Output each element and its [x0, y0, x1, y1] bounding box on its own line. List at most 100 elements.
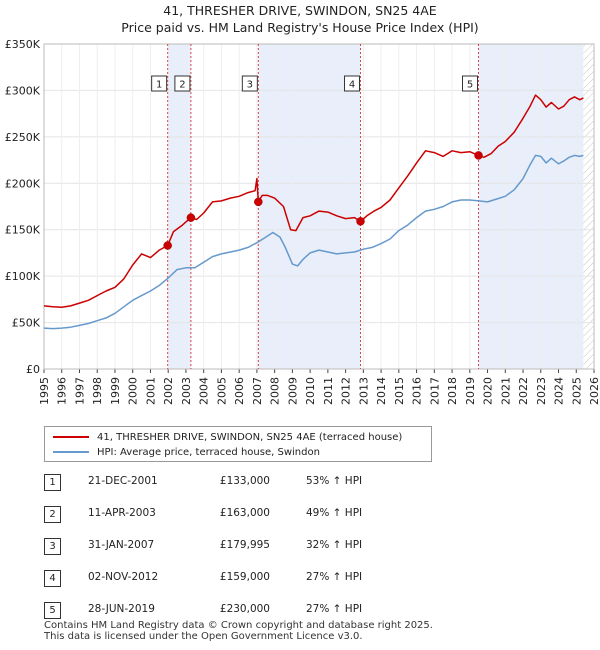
sale-label-number: 1 — [156, 80, 162, 91]
legend-item-hpi: HPI: Average price, terraced house, Swin… — [53, 444, 320, 460]
chart-legend: 41, THRESHER DRIVE, SWINDON, SN25 4AE (t… — [44, 426, 432, 462]
sale-label-number: 5 — [467, 80, 473, 91]
x-tick-label: 1999 — [109, 377, 122, 405]
sale-point — [254, 197, 263, 207]
attribution-line: Contains HM Land Registry data © Crown c… — [44, 620, 433, 631]
sale-date: 02-NOV-2012 — [88, 571, 159, 583]
price-chart: £0 £50K £100K £150K £200K £250K £300K £350K 1995… — [5, 38, 600, 405]
x-tick-label: 2016 — [411, 377, 424, 405]
plot-border — [43, 43, 595, 370]
sale-hpi-change: 27% ↑ HPI — [306, 571, 363, 583]
sale-label-box — [174, 75, 191, 92]
sale-date: 21-DEC-2001 — [88, 475, 158, 487]
sale-label-box — [462, 75, 478, 92]
y-tick-label: £50K — [12, 317, 41, 330]
ownership-period-shade — [258, 44, 361, 369]
sale-label-number: 4 — [349, 80, 355, 91]
property-price-line — [43, 94, 584, 309]
table-row: 3 31-JAN-2007 £179,995 32% ↑ HPI — [44, 538, 474, 556]
y-tick-label: £350K — [5, 38, 41, 51]
sale-number-badge: 4 — [44, 570, 61, 587]
sale-number-badge: 1 — [44, 474, 61, 491]
legend-swatch-property — [53, 436, 89, 438]
y-tick-label: £200K — [5, 177, 41, 190]
x-tick-label: 2013 — [357, 377, 370, 405]
table-row: 1 21-DEC-2001 £133,000 53% ↑ HPI — [44, 474, 474, 492]
x-tick-label: 2000 — [127, 377, 140, 405]
attribution-footer: Contains HM Land Registry data © Crown c… — [44, 620, 433, 642]
license-line: This data is licensed under the Open Gov… — [44, 631, 363, 642]
x-tick-label: 2008 — [269, 377, 282, 405]
table-row: 2 11-APR-2003 £163,000 49% ↑ HPI — [44, 506, 474, 524]
sale-hpi-change: 27% ↑ HPI — [306, 603, 363, 615]
y-tick-label: £100K — [5, 270, 41, 283]
sale-hpi-change: 49% ↑ HPI — [306, 507, 363, 519]
x-tick-label: 2004 — [198, 377, 211, 405]
legend-label-hpi: HPI: Average price, terraced house, Swin… — [97, 446, 320, 458]
future-hatch — [583, 44, 594, 369]
x-tick-label: 2002 — [162, 377, 175, 405]
x-tick-label: 2015 — [393, 377, 406, 405]
x-tick-label: 2010 — [304, 377, 317, 405]
sale-number-badge: 2 — [44, 506, 61, 523]
ownership-period-shade — [167, 44, 191, 369]
x-tick-label: 1995 — [38, 377, 51, 405]
x-tick-label: 2021 — [499, 377, 512, 405]
x-tick-label: 2001 — [144, 377, 157, 405]
sale-point — [474, 151, 483, 160]
sale-label-box — [151, 75, 168, 92]
table-row: 5 28-JUN-2019 £230,000 27% ↑ HPI — [44, 602, 474, 620]
y-tick-label: £0 — [26, 363, 40, 376]
hpi-line — [43, 154, 584, 330]
x-tick-label: 2018 — [446, 377, 459, 405]
x-tick-label: 1998 — [91, 377, 104, 405]
legend-label-property: 41, THRESHER DRIVE, SWINDON, SN25 4AE (t… — [97, 431, 403, 443]
title-line: 41, THRESHER DRIVE, SWINDON, SN25 4AE — [163, 3, 437, 18]
sale-price: £179,995 — [219, 539, 270, 551]
sale-point — [356, 217, 365, 226]
x-tick-label: 2017 — [428, 377, 441, 405]
x-tick-label: 2024 — [553, 377, 566, 405]
table-row: 4 02-NOV-2012 £159,000 27% ↑ HPI — [44, 570, 474, 588]
legend-swatch-hpi — [53, 451, 89, 453]
sale-point — [163, 241, 172, 250]
sale-label-box — [241, 75, 258, 92]
x-tick-label: 1996 — [56, 377, 69, 405]
sale-date: 31-JAN-2007 — [88, 539, 155, 551]
x-tick-label: 2012 — [340, 377, 353, 405]
ownership-period-shade — [478, 44, 584, 369]
sale-price: £163,000 — [219, 507, 270, 519]
x-tick-label: 2006 — [233, 377, 246, 405]
x-tick-label: 2014 — [375, 377, 388, 405]
sale-hpi-change: 53% ↑ HPI — [306, 475, 363, 487]
x-tick-label: 2026 — [588, 377, 600, 405]
y-tick-label: £300K — [5, 84, 41, 97]
x-tick-label: 2007 — [251, 377, 264, 405]
sale-label-number: 2 — [179, 80, 185, 91]
sale-label-number: 3 — [247, 80, 253, 91]
sale-price: £159,000 — [219, 571, 270, 583]
y-tick-label: £150K — [5, 224, 41, 237]
x-tick-label: 2019 — [464, 377, 477, 405]
sale-price: £133,000 — [219, 475, 270, 487]
sale-date: 28-JUN-2019 — [88, 603, 155, 615]
x-tick-label: 2009 — [286, 377, 299, 405]
x-tick-label: 2011 — [322, 377, 335, 405]
sale-number-badge: 3 — [44, 538, 61, 555]
x-tick-label: 2025 — [570, 377, 583, 405]
x-tick-label: 2022 — [517, 377, 530, 405]
legend-item-property: 41, THRESHER DRIVE, SWINDON, SN25 4AE (t… — [53, 429, 402, 445]
chart-title: 41, THRESHER DRIVE, SWINDON, SN25 4AE Pr… — [0, 2, 600, 36]
sale-date: 11-APR-2003 — [88, 507, 156, 519]
x-tick-label: 2020 — [482, 377, 495, 405]
sale-number-badge: 5 — [44, 602, 61, 619]
subtitle-line: Price paid vs. HM Land Registry's House … — [121, 20, 479, 35]
sale-hpi-change: 32% ↑ HPI — [306, 539, 363, 551]
x-tick-label: 2023 — [535, 377, 548, 405]
x-tick-label: 1997 — [73, 377, 86, 405]
sale-price: £230,000 — [219, 603, 270, 615]
x-tick-label: 2005 — [215, 377, 228, 405]
sale-point — [186, 213, 196, 222]
sale-label-box — [344, 75, 361, 92]
x-tick-label: 2003 — [180, 377, 193, 405]
